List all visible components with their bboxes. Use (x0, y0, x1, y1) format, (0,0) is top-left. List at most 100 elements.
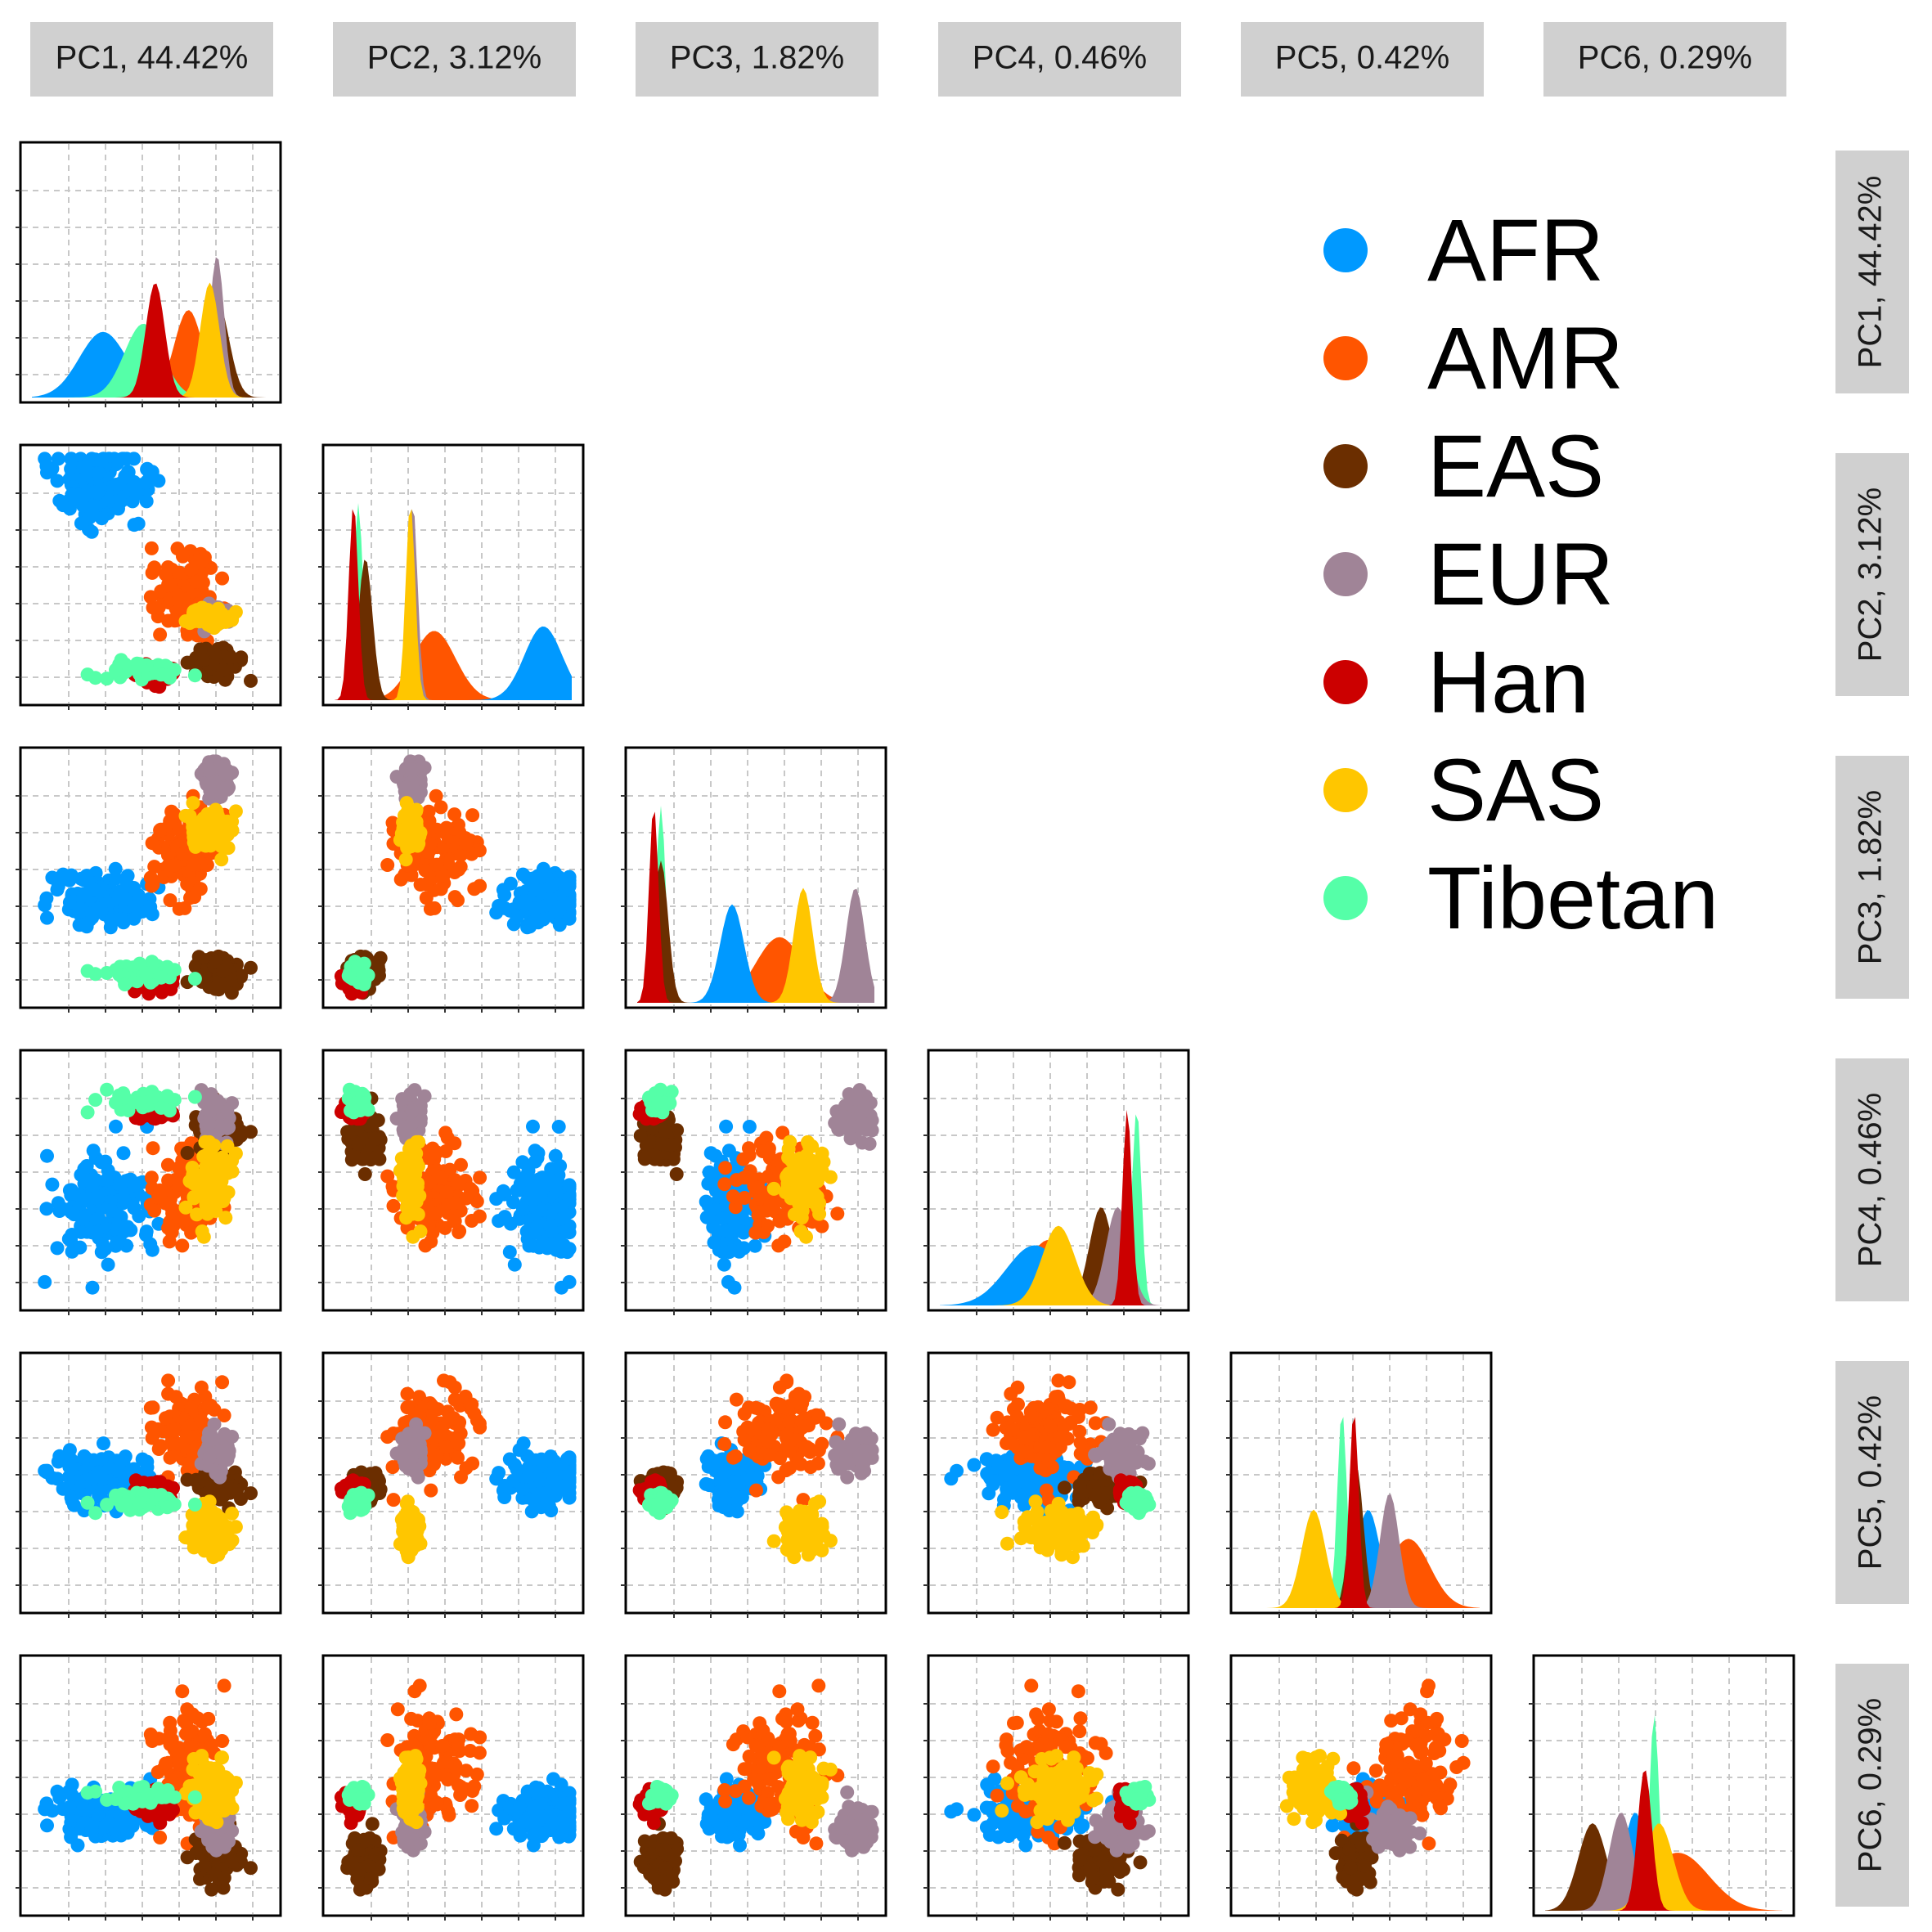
point-afr (51, 1454, 65, 1469)
point-afr (506, 1195, 520, 1210)
point-eas (244, 1486, 258, 1501)
panel-pc3-vs-pc2 (318, 746, 585, 1013)
point-sas (397, 1174, 411, 1188)
point-afr (50, 883, 65, 897)
point-amr (159, 567, 173, 582)
point-amr (176, 549, 190, 564)
point-amr (153, 1183, 168, 1197)
point-eas (351, 1137, 366, 1151)
point-afr (715, 1211, 729, 1225)
point-afr (76, 888, 91, 903)
point-afr (108, 871, 123, 886)
point-afr (496, 883, 510, 897)
point-sas (793, 1224, 808, 1238)
panel-pc3-vs-pc1 (16, 746, 282, 1013)
point-sas (218, 614, 233, 629)
point-amr (161, 1373, 176, 1388)
point-tibetan (109, 663, 123, 677)
point-amr (194, 1380, 209, 1395)
point-amr (777, 1234, 792, 1249)
point-afr (139, 494, 154, 509)
point-sas (215, 1157, 229, 1172)
point-tibetan (357, 1096, 371, 1111)
point-afr (91, 486, 106, 501)
point-amr (184, 1400, 198, 1415)
point-tibetan (187, 972, 202, 986)
point-afr (543, 1173, 558, 1188)
strip-label: PC1, 44.42% (1853, 176, 1889, 369)
point-amr (465, 1214, 479, 1228)
point-afr (56, 1481, 70, 1496)
point-tibetan (133, 956, 147, 971)
point-afr (95, 511, 109, 526)
point-amr (164, 1219, 179, 1233)
point-afr (39, 459, 54, 474)
point-afr (38, 1274, 52, 1289)
strip-label: PC4, 0.46% (973, 40, 1147, 76)
point-amr (215, 571, 230, 586)
point-afr (62, 1183, 77, 1197)
point-afr (74, 1168, 88, 1182)
point-amr (163, 893, 177, 908)
point-afr (85, 504, 100, 519)
point-amr (164, 577, 178, 592)
scatter-points (38, 452, 258, 694)
point-afr (84, 524, 99, 539)
point-afr (548, 905, 563, 919)
point-afr (127, 452, 142, 466)
point-afr (110, 912, 124, 927)
strip-right-pc6: PC6, 0.29% (1835, 1664, 1909, 1907)
point-eur (202, 1117, 217, 1131)
point-amr (215, 1375, 230, 1390)
point-afr (65, 1244, 79, 1259)
point-afr (50, 474, 65, 488)
point-amr (465, 847, 479, 861)
point-afr (40, 1148, 54, 1163)
density-eur (637, 888, 874, 1003)
point-eas (637, 1152, 652, 1166)
density-afr (335, 626, 572, 700)
point-tibetan (651, 1095, 666, 1110)
point-amr (429, 857, 444, 872)
point-afr (536, 1235, 550, 1250)
point-afr (104, 1202, 119, 1217)
point-amr (143, 590, 158, 604)
point-tibetan (160, 959, 174, 974)
point-amr (452, 1224, 467, 1238)
point-afr (94, 1245, 109, 1260)
strip-background (1835, 1361, 1909, 1604)
point-amr (172, 1437, 186, 1451)
point-afr (65, 460, 79, 474)
point-amr (175, 1238, 190, 1253)
point-amr (447, 807, 462, 822)
density-amr (335, 631, 572, 700)
point-amr (473, 1170, 487, 1185)
point-sas (789, 1174, 804, 1188)
point-afr (554, 1211, 568, 1226)
point-afr (528, 883, 543, 897)
point-afr (560, 896, 575, 911)
point-amr (153, 823, 168, 838)
strip-right-pc5: PC5, 0.42% (1835, 1361, 1909, 1604)
strip-top-pc5: PC5, 0.42% (1241, 22, 1484, 97)
point-afr (101, 1163, 115, 1178)
point-eas (216, 663, 231, 677)
strip-top-pc4: PC4, 0.46% (938, 22, 1181, 97)
panel-pc3-vs-pc3 (621, 746, 887, 1013)
point-sas (186, 614, 200, 629)
point-afr (92, 1489, 106, 1503)
panel-pc2-vs-pc2 (318, 443, 585, 710)
point-afr (560, 1245, 575, 1260)
point-afr (50, 1241, 65, 1256)
point-afr (76, 460, 91, 474)
point-tibetan (187, 1090, 202, 1104)
point-amr (459, 836, 474, 851)
point-eas (655, 1137, 670, 1151)
point-tibetan (133, 1096, 147, 1111)
point-afr (62, 501, 77, 516)
scatter-points (334, 754, 577, 1001)
point-afr (91, 1465, 106, 1480)
point-amr (159, 1411, 173, 1426)
point-amr (467, 882, 482, 896)
strip-right-pc1: PC1, 44.42% (1835, 151, 1909, 393)
